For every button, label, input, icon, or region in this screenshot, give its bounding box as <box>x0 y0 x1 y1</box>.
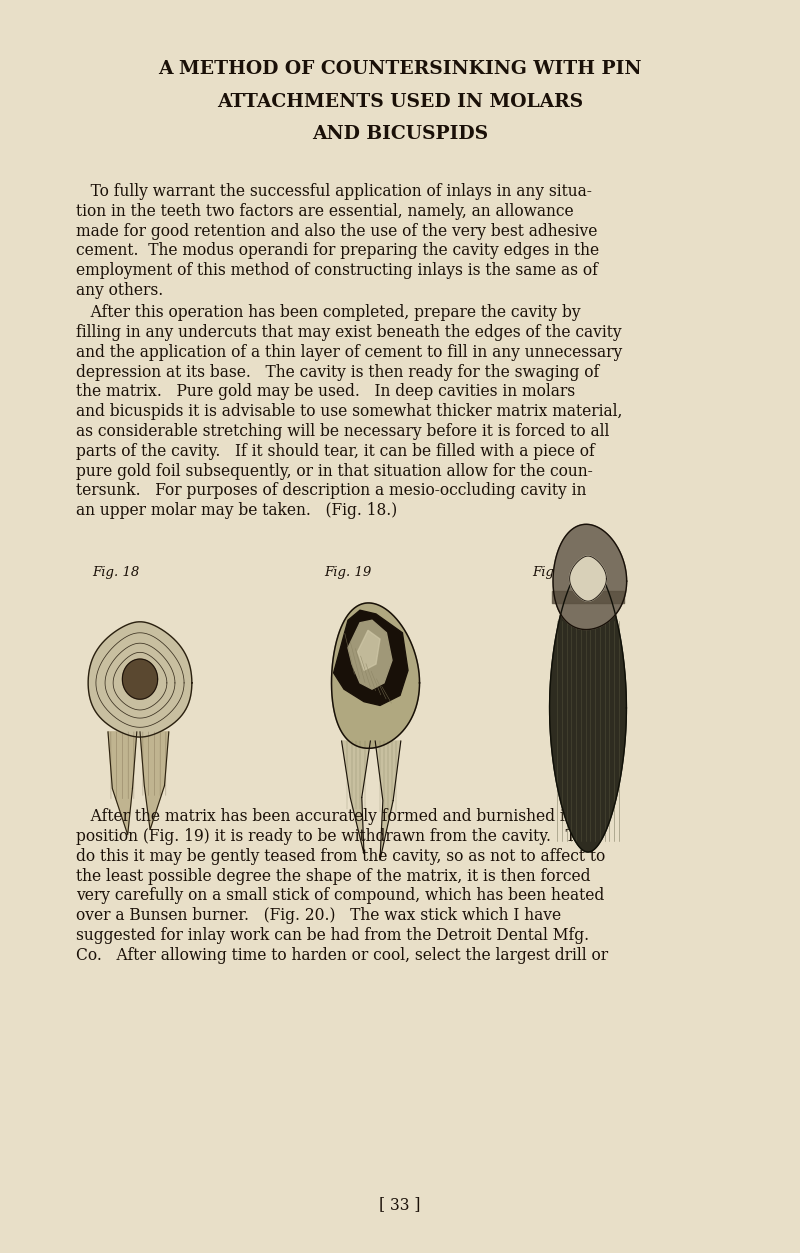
Text: To fully warrant the successful application of inlays in any situa-: To fully warrant the successful applicat… <box>76 183 592 200</box>
Text: and the application of a thin layer of cement to fill in any unnecessary: and the application of a thin layer of c… <box>76 343 622 361</box>
Polygon shape <box>553 524 626 629</box>
Text: A METHOD OF COUNTERSINKING WITH PIN: A METHOD OF COUNTERSINKING WITH PIN <box>158 60 642 78</box>
Text: AND BICUSPIDS: AND BICUSPIDS <box>312 125 488 143</box>
Polygon shape <box>331 603 419 748</box>
Polygon shape <box>358 630 380 670</box>
Text: an upper molar may be taken.   (Fig. 18.): an upper molar may be taken. (Fig. 18.) <box>76 502 398 519</box>
Text: tersunk.   For purposes of description a mesio-occluding cavity in: tersunk. For purposes of description a m… <box>76 482 586 500</box>
Polygon shape <box>570 556 606 601</box>
Text: employment of this method of constructing inlays is the same as of: employment of this method of constructin… <box>76 262 598 279</box>
Text: the matrix.   Pure gold may be used.   In deep cavities in molars: the matrix. Pure gold may be used. In de… <box>76 383 575 401</box>
Text: Fig. 18: Fig. 18 <box>92 566 139 579</box>
Text: filling in any undercuts that may exist beneath the edges of the cavity: filling in any undercuts that may exist … <box>76 325 622 341</box>
Polygon shape <box>122 659 158 699</box>
Polygon shape <box>334 610 408 705</box>
Text: pure gold foil subsequently, or in that situation allow for the coun-: pure gold foil subsequently, or in that … <box>76 462 593 480</box>
Text: any others.: any others. <box>76 282 163 299</box>
Text: over a Bunsen burner.   (Fig. 20.)   The wax stick which I have: over a Bunsen burner. (Fig. 20.) The wax… <box>76 907 561 925</box>
Text: tion in the teeth two factors are essential, namely, an allowance: tion in the teeth two factors are essent… <box>76 203 574 219</box>
Text: After the matrix has been accurately formed and burnished in: After the matrix has been accurately for… <box>76 808 574 826</box>
Text: very carefully on a small stick of compound, which has been heated: very carefully on a small stick of compo… <box>76 887 604 905</box>
Text: cement.  The modus operandi for preparing the cavity edges in the: cement. The modus operandi for preparing… <box>76 242 599 259</box>
Polygon shape <box>348 620 392 689</box>
Text: Fig. 20: Fig. 20 <box>532 566 579 579</box>
Text: After this operation has been completed, prepare the cavity by: After this operation has been completed,… <box>76 304 581 321</box>
Text: and bicuspids it is advisable to use somewhat thicker matrix material,: and bicuspids it is advisable to use som… <box>76 403 622 420</box>
Text: made for good retention and also the use of the very best adhesive: made for good retention and also the use… <box>76 223 598 239</box>
Text: position (Fig. 19) it is ready to be withdrawn from the cavity.   To: position (Fig. 19) it is ready to be wit… <box>76 828 584 845</box>
Polygon shape <box>550 564 626 852</box>
Polygon shape <box>375 741 401 860</box>
Polygon shape <box>88 621 192 737</box>
Text: suggested for inlay work can be had from the Detroit Dental Mfg.: suggested for inlay work can be had from… <box>76 927 589 944</box>
Text: Co.   After allowing time to harden or cool, select the largest drill or: Co. After allowing time to harden or coo… <box>76 947 608 964</box>
Text: [ 33 ]: [ 33 ] <box>379 1195 421 1213</box>
Text: ATTACHMENTS USED IN MOLARS: ATTACHMENTS USED IN MOLARS <box>217 93 583 110</box>
Polygon shape <box>140 732 169 829</box>
Polygon shape <box>342 741 370 853</box>
Text: do this it may be gently teased from the cavity, so as not to affect to: do this it may be gently teased from the… <box>76 848 606 865</box>
Text: depression at its base.   The cavity is then ready for the swaging of: depression at its base. The cavity is th… <box>76 363 599 381</box>
Text: Fig. 19: Fig. 19 <box>324 566 371 579</box>
Text: parts of the cavity.   If it should tear, it can be filled with a piece of: parts of the cavity. If it should tear, … <box>76 442 594 460</box>
Polygon shape <box>108 732 137 834</box>
Text: as considerable stretching will be necessary before it is forced to all: as considerable stretching will be neces… <box>76 424 610 440</box>
Text: the least possible degree the shape of the matrix, it is then forced: the least possible degree the shape of t… <box>76 867 590 885</box>
